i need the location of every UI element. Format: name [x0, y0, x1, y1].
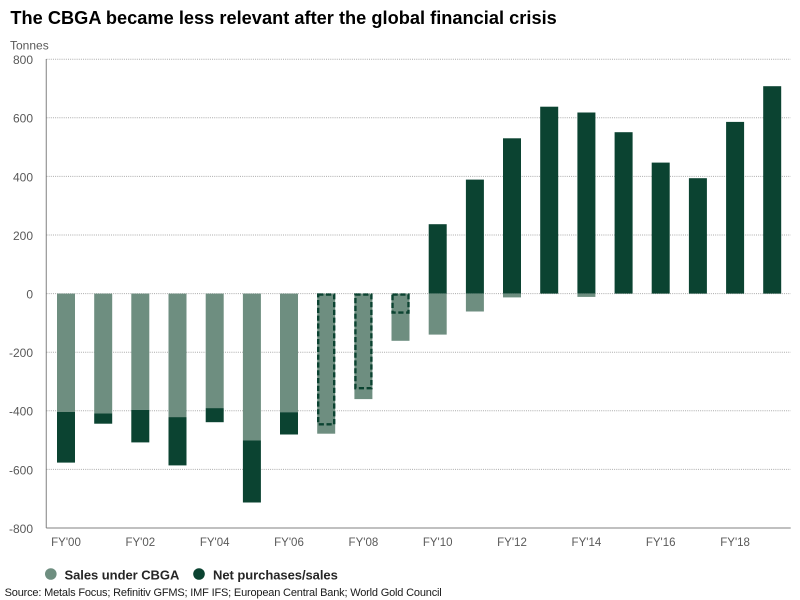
svg-text:FY'06: FY'06 [274, 537, 304, 549]
svg-text:FY'02: FY'02 [125, 537, 155, 549]
svg-text:The CBGA became less relevant: The CBGA became less relevant after the … [10, 8, 556, 28]
svg-text:200: 200 [13, 229, 33, 243]
svg-text:0: 0 [26, 288, 33, 302]
svg-text:Sales under CBGA: Sales under CBGA [65, 567, 180, 582]
svg-text:FY'08: FY'08 [349, 537, 379, 549]
svg-text:FY'12: FY'12 [497, 537, 527, 549]
svg-text:-200: -200 [9, 346, 33, 360]
svg-text:Source: Metals Focus; Refiniti: Source: Metals Focus; Refinitiv GFMS; IM… [5, 587, 442, 599]
svg-text:600: 600 [13, 112, 33, 126]
svg-text:FY'14: FY'14 [572, 537, 602, 549]
svg-text:FY'10: FY'10 [423, 537, 453, 549]
svg-text:Tonnes: Tonnes [10, 39, 49, 53]
svg-text:FY'18: FY'18 [720, 537, 750, 549]
svg-text:800: 800 [13, 53, 33, 67]
svg-text:-600: -600 [9, 463, 33, 477]
svg-text:-400: -400 [9, 405, 33, 419]
svg-text:Net purchases/sales: Net purchases/sales [213, 567, 338, 582]
svg-text:FY'16: FY'16 [646, 537, 676, 549]
svg-text:400: 400 [13, 170, 33, 184]
svg-text:-800: -800 [9, 522, 33, 536]
svg-text:FY'04: FY'04 [200, 537, 230, 549]
svg-text:FY'00: FY'00 [51, 537, 81, 549]
